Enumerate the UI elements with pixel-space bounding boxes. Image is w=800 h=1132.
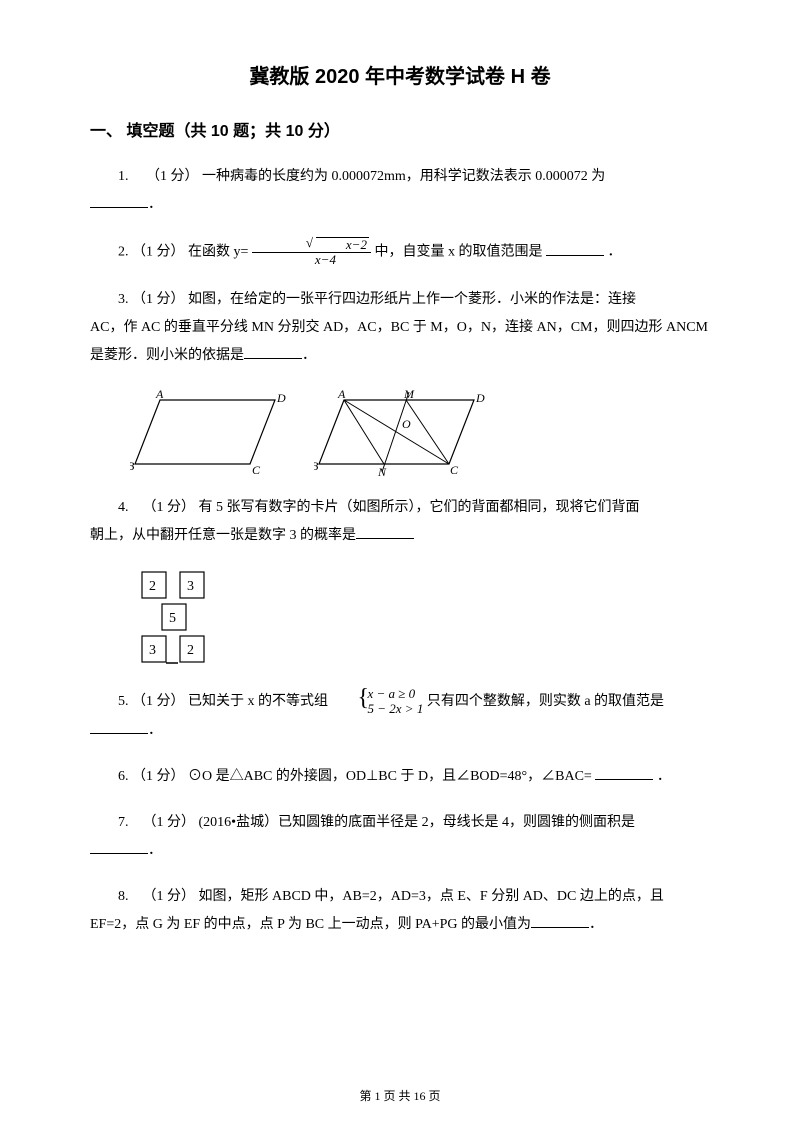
- q1-blank: [90, 194, 148, 208]
- q3-line2: AC，作 AC 的垂直平分线 MN 分别交 AD，AC，BC 于 M，O，N，连…: [90, 314, 710, 342]
- q3-line3: 是菱形．则小米的依据是: [90, 348, 244, 363]
- page-footer: 第 1 页 共 16 页: [0, 1087, 800, 1104]
- q5-pre: 已知关于 x 的不等式组: [188, 693, 332, 708]
- question-5: 5. （1 分） 已知关于 x 的不等式组 x − a ≥ 0 5 − 2x >…: [90, 686, 710, 745]
- question-2: 2. （1 分） 在函数 y= x−2 x−4 中，自变量 x 的取值范围是 ．: [90, 237, 710, 268]
- q8-pts: （1 分）: [143, 889, 196, 904]
- label-A: A: [155, 388, 164, 401]
- q4-pts: （1 分）: [143, 500, 196, 515]
- q6-pts: （1 分）: [132, 769, 185, 784]
- q8-blank: [531, 914, 589, 928]
- q3-tail: ．: [302, 348, 316, 363]
- question-8: 8. （1 分） 如图，矩形 ABCD 中，AB=2，AD=3，点 E、F 分别…: [90, 883, 710, 939]
- q1-tail: ．: [148, 197, 162, 212]
- q5-sys2: 5 − 2x > 1: [340, 701, 424, 717]
- card-2: 5: [169, 611, 176, 626]
- label-C2: C: [450, 463, 459, 476]
- q8-line2: EF=2，点 G 为 EF 的中点，点 P 为 BC 上一动点，则 PA+PG …: [90, 917, 531, 932]
- q3-figure: A D B C A D B C M N O: [130, 388, 710, 476]
- label-M: M: [403, 388, 415, 401]
- q7-num: 7.: [118, 815, 129, 830]
- q6-blank: [595, 766, 653, 780]
- label-N: N: [377, 465, 387, 476]
- q4-num: 4.: [118, 500, 129, 515]
- question-1: 1. （1 分） 一种病毒的长度约为 0.000072mm，用科学记数法表示 0…: [90, 163, 710, 219]
- question-3: 3. （1 分） 如图，在给定的一张平行四边形纸片上作一个菱形．小米的作法是：连…: [90, 286, 710, 370]
- q1-pts: （1 分）: [146, 169, 199, 184]
- q2-pts: （1 分）: [132, 245, 185, 260]
- q6-body: ⊙O 是△ABC 的外接圆，OD⊥BC 于 D，且∠BOD=48°，∠BAC=: [188, 769, 592, 784]
- q5-num: 5.: [118, 693, 129, 708]
- q4-blank: [356, 525, 414, 539]
- q8-num: 8.: [118, 889, 129, 904]
- q3-pts: （1 分）: [132, 292, 185, 307]
- label-O: O: [402, 417, 411, 431]
- q8-line1: 如图，矩形 ABCD 中，AB=2，AD=3，点 E、F 分别 AD、DC 边上…: [199, 889, 664, 904]
- label-C: C: [252, 463, 261, 476]
- q4-figure: 2 3 5 3 2: [130, 568, 710, 668]
- q6-num: 6.: [118, 769, 129, 784]
- q5-sys1: x − a ≥ 0: [340, 686, 424, 702]
- q3-line1: 如图，在给定的一张平行四边形纸片上作一个菱形．小米的作法是：连接: [188, 292, 636, 307]
- q2-pre: 在函数 y=: [188, 245, 248, 260]
- q6-tail: ．: [657, 769, 671, 784]
- q1-body: 一种病毒的长度约为 0.000072mm，用科学记数法表示 0.000072 为: [202, 169, 605, 184]
- question-4: 4. （1 分） 有 5 张写有数字的卡片（如图所示），它们的背面都相同，现将它…: [90, 494, 710, 550]
- q2-frac-den: x−4: [252, 253, 371, 267]
- card-0: 2: [149, 579, 156, 594]
- card-3: 3: [149, 643, 156, 658]
- card-1: 3: [187, 579, 194, 594]
- parallelogram-rhombus-icon: A D B C M N O: [314, 388, 494, 476]
- q2-blank: [546, 242, 604, 256]
- q7-pre: (2016•盐城）已知圆锥的底面半径是 2，母线长是 4，则圆锥的侧面积是: [199, 815, 636, 830]
- q2-tail: ．: [607, 245, 621, 260]
- label-B2: B: [314, 459, 319, 473]
- q3-num: 3.: [118, 292, 129, 307]
- parallelogram-plain-icon: A D B C: [130, 388, 290, 476]
- question-7: 7. （1 分） (2016•盐城）已知圆锥的底面半径是 2，母线长是 4，则圆…: [90, 809, 710, 865]
- question-6: 6. （1 分） ⊙O 是△ABC 的外接圆，OD⊥BC 于 D，且∠BOD=4…: [90, 763, 710, 791]
- q3-blank: [244, 345, 302, 359]
- q5-pts: （1 分）: [132, 693, 185, 708]
- q1-num: 1.: [118, 169, 129, 184]
- q7-tail: ．: [148, 843, 162, 858]
- label-D: D: [276, 391, 286, 405]
- q4-line1: 有 5 张写有数字的卡片（如图所示），它们的背面都相同，现将它们背面: [199, 500, 640, 515]
- q5-tail: ．: [148, 723, 162, 738]
- q2-mid: 中，自变量 x 的取值范围是: [374, 245, 542, 260]
- label-A2: A: [337, 388, 346, 401]
- q7-pts: （1 分）: [143, 815, 196, 830]
- q7-blank: [90, 840, 148, 854]
- q2-fraction: x−2 x−4: [252, 237, 371, 268]
- q4-line2: 朝上，从中翻开任意一张是数字 3 的概率是: [90, 528, 356, 543]
- q2-frac-num-rad: x−2: [316, 237, 369, 252]
- card-4: 2: [187, 643, 194, 658]
- q5-blank: [90, 720, 148, 734]
- label-D2: D: [475, 391, 485, 405]
- page-title: 冀教版 2020 年中考数学试卷 H 卷: [90, 60, 710, 89]
- q8-tail: ．: [589, 917, 603, 932]
- cards-icon: 2 3 5 3 2: [130, 568, 260, 668]
- q5-system: x − a ≥ 0 5 − 2x > 1: [332, 686, 424, 717]
- q2-num: 2.: [118, 245, 129, 260]
- label-B: B: [130, 459, 135, 473]
- section-heading-1: 一、 填空题（共 10 题；共 10 分）: [90, 117, 710, 141]
- q5-post: 只有四个整数解，则实数 a 的取值范是: [427, 693, 664, 708]
